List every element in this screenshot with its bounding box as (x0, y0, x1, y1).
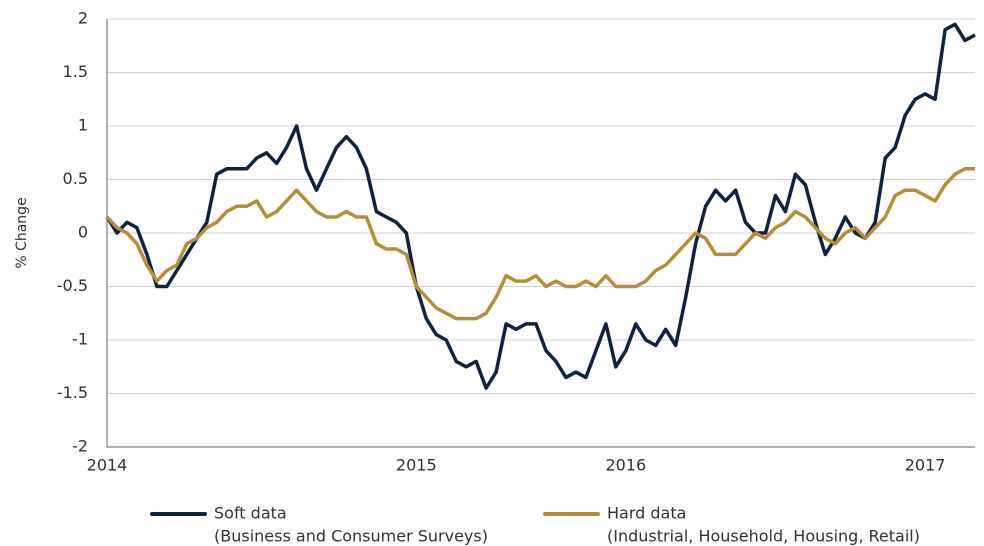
y-tick-label: -1.5 (57, 383, 88, 402)
y-tick-label: -2 (72, 437, 88, 456)
y-tick-label: 1.5 (63, 62, 88, 81)
x-tick-label: 2015 (396, 456, 437, 475)
x-tick-label: 2017 (905, 456, 946, 475)
y-tick-label: -0.5 (57, 276, 88, 295)
legend-note: (Industrial, Household, Housing, Retail) (607, 527, 920, 546)
y-tick-label: 2 (78, 9, 88, 28)
y-axis-label: % Change (14, 197, 30, 268)
y-tick-label: -1 (72, 330, 88, 349)
series-line (105, 22, 976, 390)
x-tick-label: 2014 (87, 456, 128, 475)
y-tick-label: 1 (78, 116, 88, 135)
legend-note: (Business and Consumer Surveys) (214, 527, 488, 546)
legend-label: Hard data (607, 504, 686, 523)
y-tick-label: 0.5 (63, 169, 88, 188)
y-tick-label: 0 (78, 223, 88, 242)
x-tick-label: 2016 (605, 456, 646, 475)
legend-label: Soft data (214, 504, 287, 523)
series-line (105, 167, 975, 321)
